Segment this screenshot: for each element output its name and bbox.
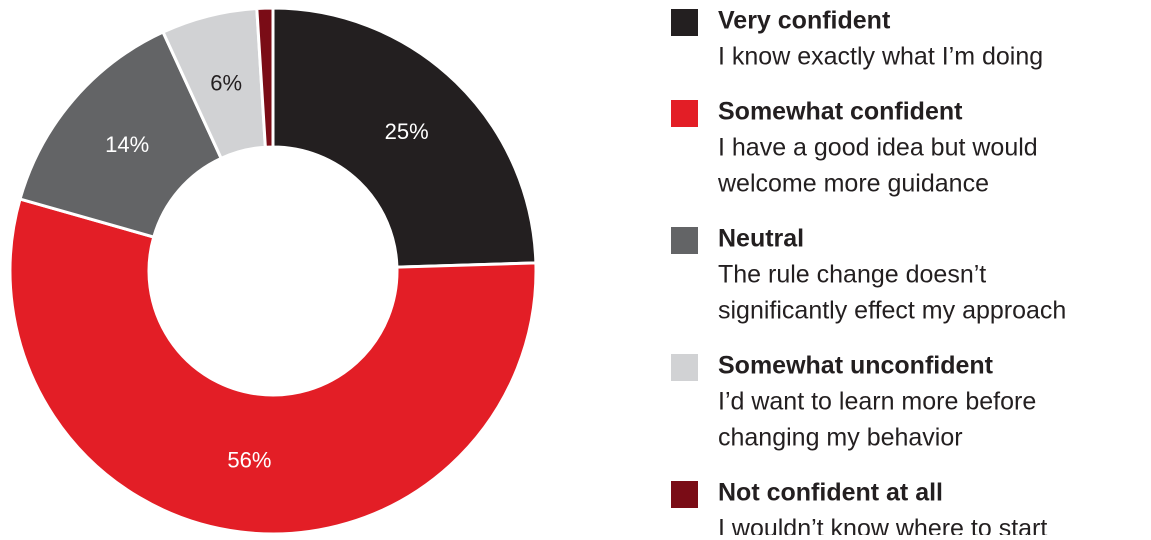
value-label: 25% (385, 119, 429, 144)
legend-description: I know exactly what I’m doing (718, 43, 1043, 71)
legend-description: The rule change doesn’t (718, 261, 986, 289)
legend-name: Very confident (718, 7, 891, 35)
legend-name: Somewhat unconfident (718, 352, 994, 380)
legend-name: Neutral (718, 225, 804, 253)
legend-description: significantly effect my approach (718, 297, 1066, 325)
slice (8, 197, 538, 536)
legend-description: I have a good idea but would (718, 134, 1038, 162)
legend-description: changing my behavior (718, 424, 963, 452)
legend-swatch (671, 354, 698, 381)
legend-description: welcome more guidance (717, 170, 989, 198)
slice (271, 6, 538, 269)
slice (255, 6, 275, 149)
legend-swatch (671, 9, 698, 36)
legend-swatch (671, 481, 698, 508)
value-label: 6% (210, 71, 242, 96)
legend-description: I wouldn’t know where to start (718, 515, 1047, 535)
legend-name: Somewhat confident (718, 98, 963, 126)
legend-swatch (671, 100, 698, 127)
slice (18, 30, 224, 239)
value-label: 56% (227, 447, 271, 472)
legend-description: I’d want to learn more before (718, 388, 1036, 416)
legend-swatch (671, 227, 698, 254)
value-label: 14% (105, 132, 149, 157)
legend-name: Not confident at all (718, 479, 943, 507)
